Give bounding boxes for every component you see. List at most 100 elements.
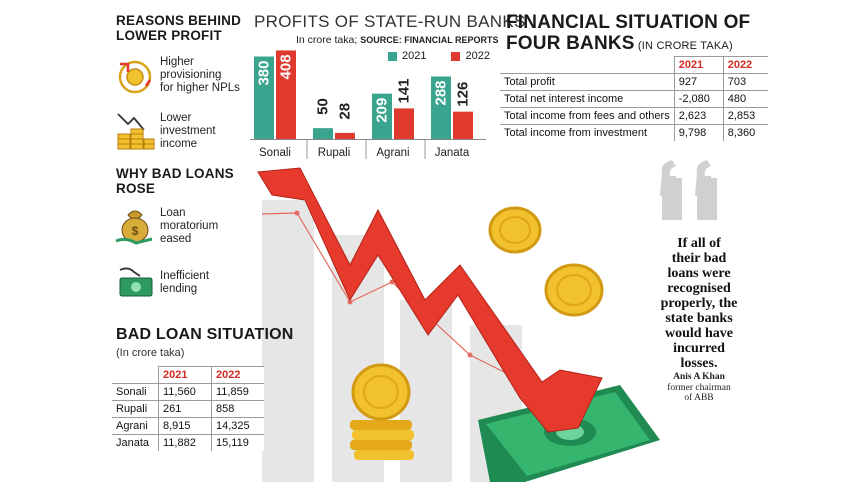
coins-illustration xyxy=(350,206,604,460)
table-cell: 11,859 xyxy=(211,383,264,401)
quote-line: state banks xyxy=(665,311,733,326)
why-text: Inefficient xyxy=(160,270,210,282)
legend-swatch-2021 xyxy=(388,51,397,61)
table-row: Total income from investment 9,798 8,360 xyxy=(500,124,768,141)
bank-name: Agrani xyxy=(112,417,159,435)
year-header: 2021 xyxy=(673,56,724,74)
quote-line: would have xyxy=(664,326,734,341)
bar-value-label: 50 xyxy=(315,98,332,115)
quote-author: Anis A Khan xyxy=(673,372,725,382)
row-label: Total income from fees and others xyxy=(500,107,675,125)
bad-loan-subtitle: (In crore taka) xyxy=(116,347,185,359)
table-row: Rupali 261 858 xyxy=(112,400,264,418)
table-cell: 2,623 xyxy=(673,107,724,125)
bar-sonali-2021 xyxy=(254,56,274,140)
category-label: Janata xyxy=(435,147,470,159)
quote-line: their bad xyxy=(671,251,727,266)
bar-rupali-2022 xyxy=(335,132,355,139)
year-header: 2021 xyxy=(158,366,212,384)
table-cell: 858 xyxy=(211,400,264,418)
table-cell: 703 xyxy=(722,73,768,91)
table-row: Sonali 11,560 11,859 xyxy=(112,383,264,401)
falling-arrow xyxy=(257,167,603,433)
category-label: Sonali xyxy=(259,147,291,159)
table-header-row: 2021 2022 xyxy=(500,56,768,74)
reasons-title-line: LOWER PROFIT xyxy=(116,28,222,43)
bar-sonali-2022 xyxy=(276,50,296,140)
bar-janata-2022 xyxy=(453,111,473,139)
bad-loan-title: BAD LOAN SITUATION xyxy=(116,326,294,343)
row-label: Total income from investment xyxy=(500,124,675,141)
quote-mark-icon xyxy=(660,160,717,220)
why-text: Loan xyxy=(160,207,186,219)
provisioning-icon xyxy=(118,60,152,94)
table-cell: 15,119 xyxy=(211,434,264,451)
bar-value-label: 209 xyxy=(374,98,391,123)
money-bag-icon: $ xyxy=(115,210,153,245)
quote-line: If all of xyxy=(677,236,721,251)
why-text: lending xyxy=(160,283,198,295)
quote-role: of ABB xyxy=(684,393,714,403)
why-item: Loan moratorium eased xyxy=(160,207,218,246)
chart-subtitle-text: In crore taka; xyxy=(296,34,361,46)
financial-title-line: FINANCIAL SITUATION OF xyxy=(506,12,751,33)
table-row: Total profit 927 703 xyxy=(500,73,768,91)
bar-rupali-2021 xyxy=(313,128,333,139)
quote-role: former chairman xyxy=(667,382,731,393)
year-header: 2022 xyxy=(722,56,768,74)
chart-subtitle: In crore taka; SOURCE: FINANCIAL REPORTS xyxy=(296,34,499,46)
bar-value-label: 141 xyxy=(396,78,413,103)
reason-text: for higher NPLs xyxy=(160,82,240,94)
table-row: Total net interest income -2,080 480 xyxy=(500,90,768,108)
why-text: moratorium xyxy=(160,220,219,232)
financial-unit: (IN CRORE TAKA) xyxy=(634,40,733,52)
table-cell: 8,360 xyxy=(722,124,768,141)
financial-table: 2021 2022 Total profit 927 703 Total net… xyxy=(500,56,768,141)
chart-source: SOURCE: FINANCIAL REPORTS xyxy=(360,35,499,45)
bar-agrani-2022 xyxy=(394,108,414,139)
table-cell: -2,080 xyxy=(673,90,724,108)
table-corner xyxy=(112,366,159,384)
bar-value-label: 28 xyxy=(337,103,354,120)
profits-bar-chart: 380 408 Sonali 50 28 Rupali 209 141 Agrani 288 126… xyxy=(250,50,486,159)
table-cell: 8,915 xyxy=(158,417,212,435)
legend-label: 2021 xyxy=(402,50,427,62)
quote-line: recognised xyxy=(667,281,731,296)
why-title: WHY BAD LOANS ROSE xyxy=(116,166,234,196)
bar-agrani-2021 xyxy=(372,93,392,139)
cash-hand-icon xyxy=(119,267,153,297)
table-cell: 14,325 xyxy=(211,417,264,435)
table-cell: 9,798 xyxy=(673,124,724,141)
bank-name: Rupali xyxy=(112,400,159,418)
chart-title: PROFITS OF STATE-RUN BANKS xyxy=(254,12,526,31)
table-cell: 11,560 xyxy=(158,383,212,401)
table-cell: 927 xyxy=(673,73,724,91)
quote-attribution: Anis A Khan former chairman of ABB xyxy=(640,372,758,404)
table-corner xyxy=(500,56,675,74)
bar-janata-2021 xyxy=(431,76,451,139)
reasons-title-line: REASONS BEHIND xyxy=(116,13,242,28)
table-cell: 261 xyxy=(158,400,212,418)
bar-value-label: 380 xyxy=(256,61,273,86)
why-text: eased xyxy=(160,233,192,245)
coin-stack-icon xyxy=(117,113,155,150)
quote-line: loans were xyxy=(667,266,731,281)
year-header: 2022 xyxy=(211,366,264,384)
reason-text: income xyxy=(160,138,198,150)
bar-value-label: 126 xyxy=(455,82,472,107)
row-label: Total profit xyxy=(500,73,675,91)
bar-value-label: 408 xyxy=(278,54,295,79)
quote-line: incurred xyxy=(673,341,725,356)
reason-text: Higher xyxy=(160,56,194,68)
svg-text:$: $ xyxy=(132,224,139,238)
why-item: Inefficient lending xyxy=(160,270,209,296)
reason-text: investment xyxy=(160,125,216,137)
table-header-row: 2021 2022 xyxy=(112,366,264,384)
why-title-line: ROSE xyxy=(116,181,156,196)
bar-value-label: 288 xyxy=(433,80,450,105)
table-row: Total income from fees and others 2,623 … xyxy=(500,107,768,125)
bank-name: Sonali xyxy=(112,383,159,401)
category-label: Rupali xyxy=(318,147,351,159)
table-row: Agrani 8,915 14,325 xyxy=(112,417,264,435)
